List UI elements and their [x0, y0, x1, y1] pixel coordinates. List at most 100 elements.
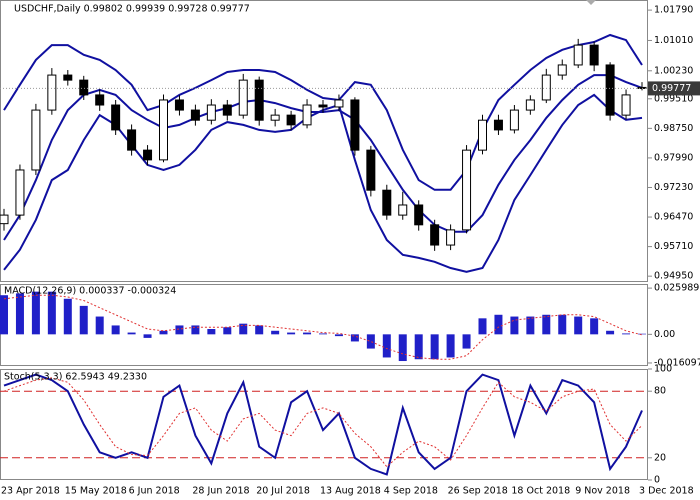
- y-tick-label: 100: [654, 364, 672, 375]
- macd-bar: [590, 318, 599, 335]
- candle-body: [589, 44, 599, 66]
- macd-bar: [15, 293, 24, 335]
- macd-bar: [366, 334, 375, 349]
- y-tick-label: 0: [654, 475, 660, 486]
- macd-bar: [271, 330, 280, 335]
- candle-body: [79, 79, 89, 96]
- macd-bar: [63, 298, 72, 335]
- x-tick-label: 23 Apr 2018: [1, 486, 60, 497]
- macd-bar: [207, 329, 216, 335]
- shift-marker: [586, 0, 596, 5]
- macd-bar: [430, 334, 439, 360]
- macd-bar: [510, 316, 519, 335]
- candle-body: [31, 109, 41, 171]
- candle-body: [621, 94, 631, 116]
- macd-bar: [191, 325, 200, 335]
- candle-body: [398, 204, 408, 216]
- y-tick-label: 0.97990: [654, 152, 693, 163]
- price-panel-frame: [0, 0, 648, 282]
- stoch-line: [3, 377, 643, 468]
- candle-body: [222, 104, 232, 116]
- candle-body: [414, 204, 424, 226]
- candle-body: [238, 79, 248, 116]
- macd-bar: [287, 332, 296, 335]
- macd-bar: [95, 316, 104, 335]
- candle-body: [286, 114, 296, 126]
- x-tick-label: 18 Oct 2018: [511, 486, 570, 497]
- candle-body: [478, 119, 487, 151]
- candle-body: [318, 104, 328, 108]
- macd-bar: [542, 314, 551, 335]
- stoch-panel-frame: [0, 369, 648, 480]
- last-price-box: [648, 81, 700, 96]
- candle-body: [557, 64, 567, 76]
- macd-bar: [79, 305, 88, 335]
- candle-body: [446, 229, 456, 246]
- candle-body: [350, 99, 360, 151]
- candle-body: [462, 149, 472, 231]
- y-tick-label: 80: [654, 386, 666, 397]
- stoch-line: [3, 373, 643, 476]
- macd-bar: [303, 332, 312, 335]
- candle-body: [573, 44, 583, 66]
- panel-title: Stoch(5,3,3) 62.5943 49.2330: [4, 372, 147, 383]
- x-tick-label: 4 Sep 2018: [384, 486, 438, 497]
- macd-signal: [3, 294, 643, 360]
- macd-bar: [382, 334, 391, 358]
- macd-bar: [414, 334, 423, 360]
- candle-body: [206, 104, 216, 121]
- candle-body: [127, 129, 137, 151]
- x-tick-label: 20 Jul 2018: [256, 486, 310, 497]
- macd-bar: [462, 334, 471, 349]
- candle-body: [270, 114, 280, 121]
- x-tick-label: 28 Jun 2018: [192, 486, 249, 497]
- x-tick-label: 15 May 2018: [65, 486, 127, 497]
- macd-bar: [127, 332, 136, 335]
- y-tick-label: 0.94950: [654, 271, 693, 282]
- candle-body: [430, 224, 440, 246]
- candle-body: [493, 119, 503, 131]
- candle-body: [111, 104, 121, 131]
- y-tick-label: 0.00: [654, 329, 675, 340]
- macd-bar: [159, 330, 168, 335]
- macd-bar: [622, 333, 631, 335]
- macd-bar: [558, 314, 567, 335]
- candle-body: [143, 149, 153, 161]
- macd-bar: [47, 291, 56, 335]
- macd-bar: [319, 333, 327, 335]
- macd-bar: [223, 327, 232, 335]
- candle-body: [0, 214, 9, 225]
- candle-body: [190, 109, 200, 121]
- candle-body: [541, 74, 551, 101]
- macd-bar: [446, 334, 455, 358]
- candle-body: [509, 109, 519, 131]
- macd-bar: [0, 295, 8, 335]
- candle-body: [254, 79, 264, 121]
- candle-body: [174, 99, 184, 111]
- y-tick-label: 0.95710: [654, 241, 693, 252]
- macd-bar: [398, 334, 407, 362]
- macd-bar: [31, 291, 40, 335]
- macd-bar: [478, 318, 487, 335]
- macd-bar: [239, 323, 248, 335]
- y-tick-label: 0.96470: [654, 212, 693, 223]
- candle-body: [382, 189, 392, 216]
- candle-body: [366, 149, 376, 191]
- panel-title: MACD(12,26,9) 0.000337 -0.000324: [4, 286, 176, 297]
- y-tick-label: 20: [654, 452, 666, 463]
- chart-title: USDCHF,Daily 0.99802 0.99939 0.99728 0.9…: [14, 4, 250, 15]
- y-tick-label: 1.00230: [654, 65, 693, 76]
- candle-body: [159, 99, 168, 161]
- candle-body: [95, 94, 105, 106]
- x-tick-label: 26 Sep 2018: [448, 486, 508, 497]
- x-tick-label: 9 Nov 2018: [575, 486, 630, 497]
- macd-bar: [494, 314, 503, 335]
- y-tick-label: 1.01010: [654, 35, 693, 46]
- macd-bar: [574, 316, 583, 335]
- y-tick-label: 0.98750: [654, 123, 693, 134]
- macd-bar: [350, 334, 359, 342]
- candle-body: [302, 104, 312, 126]
- y-tick-label: 0.025989: [654, 283, 699, 294]
- candle-body: [15, 169, 25, 216]
